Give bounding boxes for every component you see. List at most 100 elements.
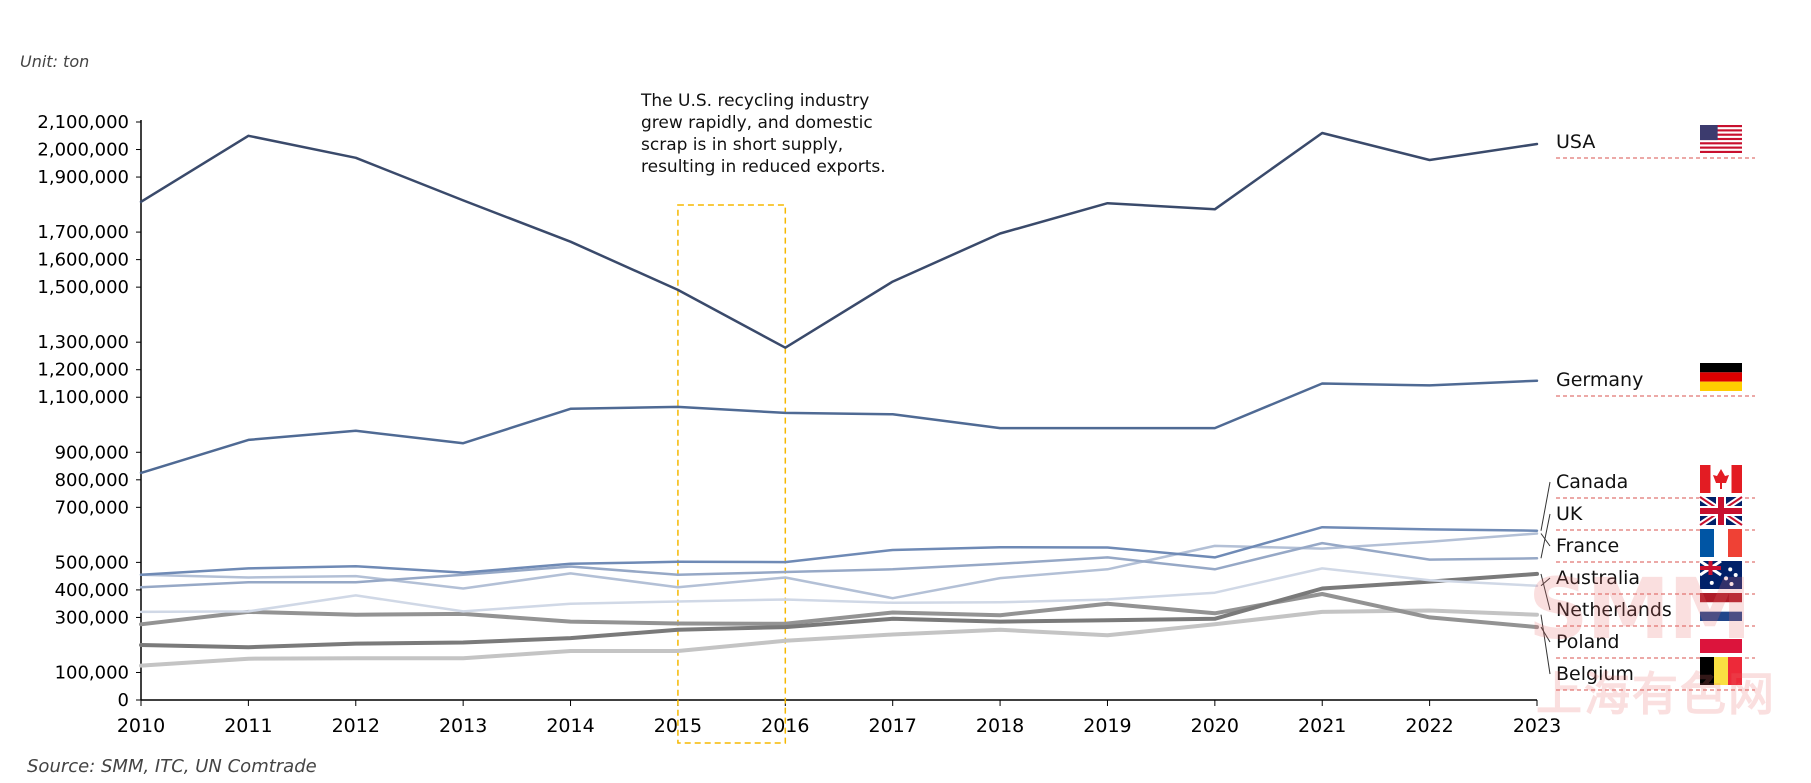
legend-label-france: France	[1556, 535, 1619, 557]
annotation-line: The U.S. recycling industry	[641, 91, 870, 111]
y-tick-label: 300,000	[55, 607, 129, 628]
series-line-usa	[139, 131, 1539, 349]
legend-label-uk: UK	[1556, 503, 1583, 525]
legend-label-canada: Canada	[1556, 471, 1628, 493]
y-tick-label: 500,000	[55, 552, 129, 573]
france-flag-icon-part	[1714, 529, 1728, 557]
legend-label-germany: Germany	[1556, 369, 1643, 391]
series-line-canada	[139, 525, 1539, 577]
y-tick-label: 100,000	[55, 662, 129, 683]
x-tick-label: 2021	[1298, 715, 1346, 737]
x-tick-label: 2022	[1405, 715, 1453, 737]
y-tick-label: 1,200,000	[37, 360, 129, 381]
x-tick-label: 2012	[332, 715, 380, 737]
us-flag-icon	[1700, 125, 1742, 153]
germany-flag-icon-part	[1700, 363, 1742, 373]
x-tick-label: 2017	[869, 715, 917, 737]
series-line-poland	[139, 592, 1539, 630]
belgium-flag-icon-part	[1700, 657, 1714, 685]
au-star	[1709, 580, 1714, 585]
y-tick-label: 1,700,000	[37, 222, 129, 243]
legend-leader	[1540, 626, 1551, 643]
series-line-germany	[139, 379, 1539, 475]
y-tick-label: 1,500,000	[37, 277, 129, 298]
series-lines	[139, 131, 1539, 668]
us-flag-icon-part	[1700, 142, 1742, 145]
canada-flag-icon-part	[1731, 465, 1742, 493]
belgium-flag-icon	[1700, 657, 1742, 685]
legend-leader	[1540, 481, 1551, 531]
x-tick-label: 2014	[546, 715, 594, 737]
x-tick-label: 2011	[224, 715, 272, 737]
belgium-flag-icon-part	[1728, 657, 1742, 685]
us-flag-icon-part	[1700, 137, 1742, 141]
netherlands-flag-icon	[1700, 593, 1742, 621]
y-tick-label: 2,100,000	[37, 112, 129, 133]
x-tick-label: 2023	[1513, 715, 1561, 737]
germany-flag-icon-part	[1700, 372, 1742, 382]
legend-leader	[1540, 577, 1551, 587]
uk-flag-icon-part	[1700, 508, 1742, 514]
au-star	[1728, 567, 1733, 572]
legend-label-netherlands: Netherlands	[1556, 599, 1672, 621]
us-flag-icon-part	[1700, 146, 1742, 149]
x-tick-label: 2010	[117, 715, 165, 737]
annotation-line: grew rapidly, and domestic	[641, 113, 873, 133]
us-flag-icon-part	[1700, 150, 1742, 153]
y-tick-label: 400,000	[55, 580, 129, 601]
poland-flag-icon	[1700, 625, 1742, 653]
legend-label-belgium: Belgium	[1556, 663, 1634, 685]
legend-label-usa: USA	[1556, 131, 1595, 153]
y-tick-label: 1,900,000	[37, 167, 129, 188]
source-label: Source: SMM, ITC, UN Comtrade	[27, 756, 317, 777]
maple-leaf	[1713, 469, 1729, 489]
series-line-netherlands	[139, 571, 1539, 650]
y-tick-label: 0	[118, 690, 129, 711]
annotation-line: resulting in reduced exports.	[641, 157, 886, 177]
x-tick-label: 2016	[761, 715, 809, 737]
x-tick-label: 2020	[1191, 715, 1239, 737]
belgium-flag-icon-part	[1714, 657, 1728, 685]
netherlands-flag-icon-part	[1700, 593, 1742, 603]
x-tick-label: 2018	[976, 715, 1024, 737]
us-flag-icon-part	[1700, 133, 1742, 136]
australia-flag-icon	[1699, 559, 1742, 589]
x-tick-label: 2019	[1083, 715, 1131, 737]
au-star	[1724, 576, 1729, 581]
legend-label-poland: Poland	[1556, 631, 1619, 653]
highlight-box	[677, 204, 787, 744]
x-tick-label: 2013	[439, 715, 487, 737]
canada-flag-icon	[1700, 465, 1742, 493]
france-flag-icon-part	[1700, 529, 1714, 557]
netherlands-flag-icon-part	[1700, 602, 1742, 612]
legend-leader	[1540, 533, 1551, 547]
us-flag-icon-part	[1700, 129, 1742, 132]
poland-flag-icon-part	[1700, 625, 1742, 639]
germany-flag-icon	[1700, 363, 1742, 391]
y-tick-label: 800,000	[55, 470, 129, 491]
australia-flag-icon-part	[1700, 566, 1721, 570]
series-line-uk	[139, 541, 1539, 589]
us-flag-icon-part	[1700, 125, 1718, 141]
x-tick-label: 2015	[654, 715, 702, 737]
series-line-belgium	[139, 608, 1539, 668]
poland-flag-icon-part	[1700, 639, 1742, 653]
unit-label: Unit: ton	[20, 52, 90, 71]
annotation-line: scrap is in short supply,	[641, 135, 844, 155]
y-tick-label: 2,000,000	[37, 140, 129, 161]
netherlands-flag-icon-part	[1700, 611, 1742, 621]
annotation-text: The U.S. recycling industry grew rapidly…	[641, 90, 931, 178]
legend-leader	[1540, 573, 1551, 611]
y-tick-label: 700,000	[55, 497, 129, 518]
y-tick-label: 1,600,000	[37, 250, 129, 271]
series-line-australia	[139, 567, 1539, 614]
y-tick-label: 900,000	[55, 442, 129, 463]
au-star	[1729, 581, 1734, 586]
france-flag-icon-part	[1728, 529, 1742, 557]
legend-leader	[1540, 614, 1551, 675]
legend-label-australia: Australia	[1556, 567, 1640, 589]
germany-flag-icon-part	[1700, 381, 1742, 391]
y-tick-label: 1,100,000	[37, 387, 129, 408]
uk-flag-icon	[1698, 494, 1744, 528]
